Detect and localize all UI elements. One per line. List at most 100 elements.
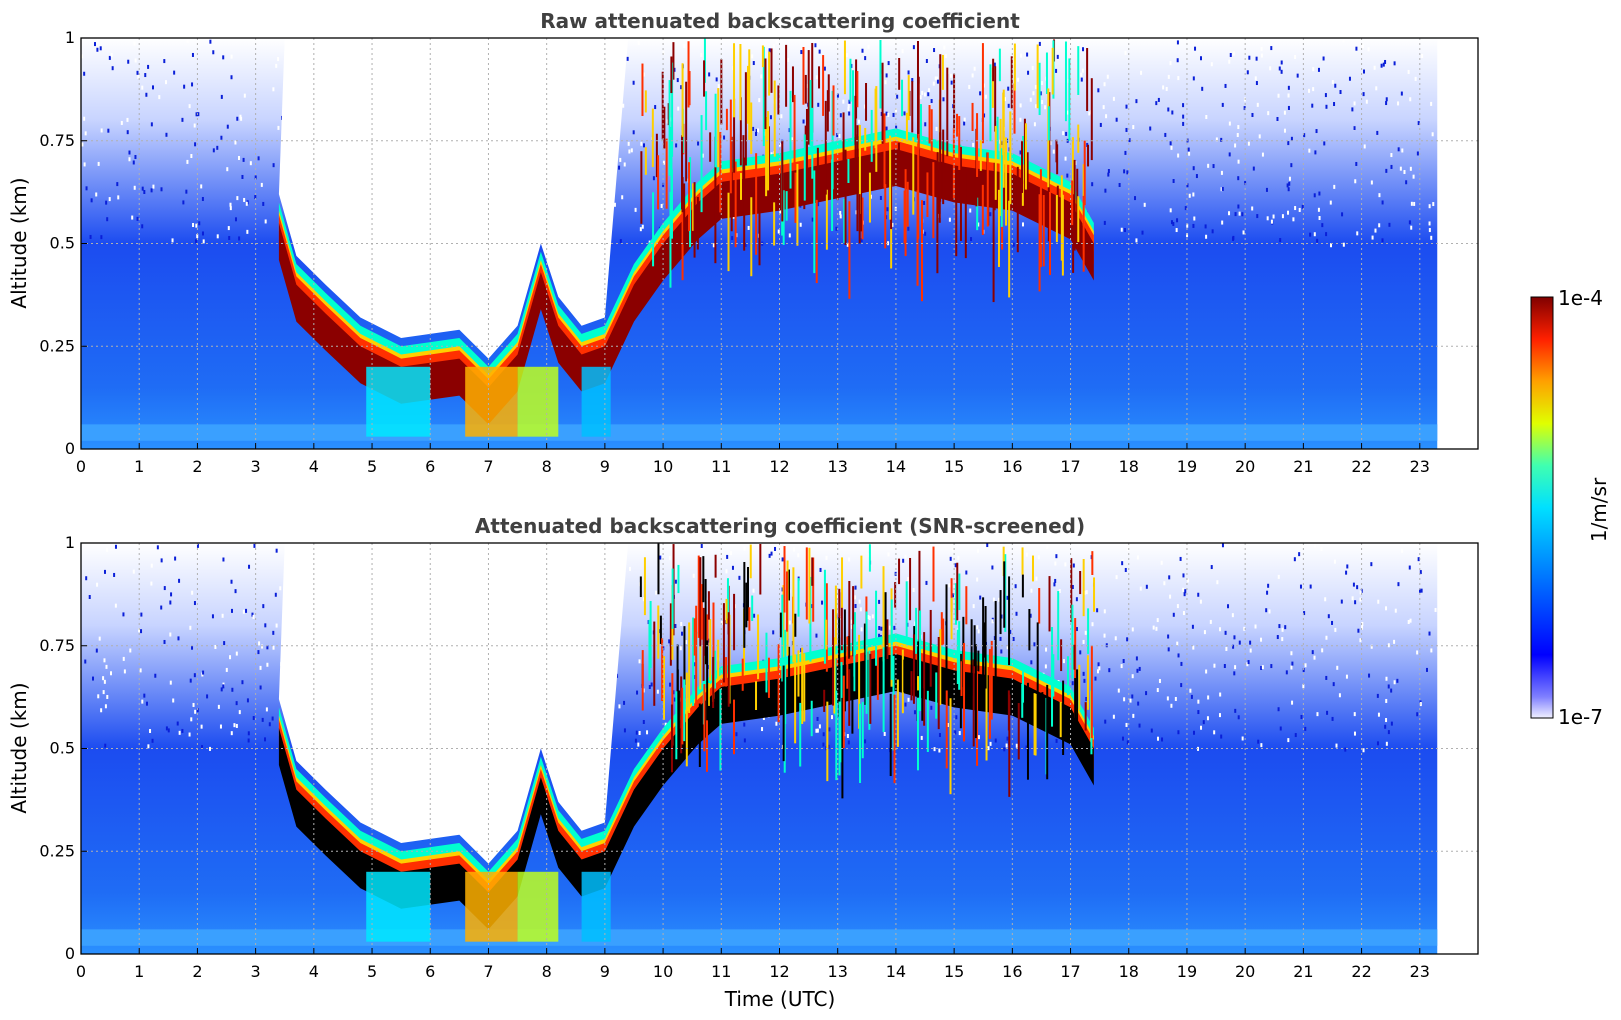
- noise-speckle: [1054, 561, 1057, 566]
- cloud-streak: [1087, 608, 1090, 654]
- noise-speckle: [902, 558, 905, 563]
- noise-speckle: [1420, 588, 1423, 593]
- cloud-streak: [707, 591, 710, 620]
- noise-speckle: [989, 212, 992, 217]
- noise-speckle: [1167, 647, 1170, 652]
- noise-speckle: [815, 75, 818, 80]
- noise-speckle: [225, 667, 228, 672]
- noise-speckle: [1084, 630, 1087, 635]
- noise-speckle: [636, 690, 639, 695]
- cloud-streak: [889, 693, 892, 777]
- noise-speckle: [1396, 678, 1399, 683]
- noise-speckle: [1352, 582, 1355, 587]
- cloud-streak: [677, 690, 680, 736]
- cloud-streak: [926, 690, 929, 752]
- noise-speckle: [923, 200, 926, 205]
- y-tick-label: 1: [65, 533, 75, 552]
- cloud-streak: [717, 88, 720, 168]
- noise-speckle: [846, 242, 849, 247]
- noise-speckle: [1266, 590, 1269, 595]
- noise-speckle: [1065, 131, 1068, 136]
- cloud-streak: [921, 688, 924, 721]
- cloud-streak: [832, 85, 835, 136]
- cloud-streak: [704, 579, 707, 665]
- noise-speckle: [768, 553, 771, 558]
- noise-speckle: [103, 679, 106, 684]
- noise-speckle: [132, 160, 135, 165]
- noise-speckle: [708, 72, 711, 77]
- noise-speckle: [896, 94, 899, 99]
- cloud-streak: [793, 94, 796, 168]
- noise-speckle: [1211, 229, 1214, 234]
- noise-speckle: [1115, 117, 1118, 122]
- noise-speckle: [1192, 645, 1195, 650]
- noise-speckle: [202, 239, 205, 244]
- cloud-streak: [889, 135, 892, 220]
- noise-speckle: [1220, 170, 1223, 175]
- noise-speckle: [847, 740, 850, 745]
- cloud-streak: [782, 665, 785, 762]
- cloud-streak: [868, 544, 871, 572]
- noise-speckle: [1015, 611, 1018, 616]
- noise-speckle: [1320, 546, 1323, 551]
- noise-speckle: [747, 225, 750, 230]
- cloud-streak: [663, 106, 666, 149]
- x-tick-label: 20: [1235, 962, 1255, 981]
- noise-speckle: [1022, 222, 1025, 227]
- noise-speckle: [1231, 613, 1234, 618]
- noise-speckle: [666, 119, 669, 124]
- cloud-streak: [779, 612, 782, 638]
- y-tick-label: 0.75: [39, 131, 75, 150]
- noise-speckle: [839, 113, 842, 118]
- noise-speckle: [642, 597, 645, 602]
- noise-speckle: [1029, 97, 1032, 102]
- noise-speckle: [97, 161, 100, 166]
- cloud-streak: [1021, 140, 1024, 193]
- noise-speckle: [1199, 599, 1202, 604]
- noise-speckle: [1283, 128, 1286, 133]
- noise-speckle: [720, 620, 723, 625]
- noise-speckle: [979, 595, 982, 600]
- noise-speckle: [878, 626, 881, 631]
- noise-speckle: [1286, 183, 1289, 188]
- cloud-streak: [939, 132, 942, 202]
- cloud-streak: [812, 557, 815, 622]
- noise-speckle: [888, 625, 891, 630]
- cloud-streak: [1090, 645, 1093, 739]
- cloud-streak: [905, 581, 908, 637]
- cloud-streak: [849, 58, 852, 102]
- noise-speckle: [847, 107, 850, 112]
- noise-speckle: [1134, 196, 1137, 201]
- cloud-streak: [838, 701, 841, 776]
- noise-speckle: [151, 85, 154, 90]
- cloud-streak: [789, 90, 792, 189]
- noise-speckle: [1417, 557, 1420, 562]
- noise-speckle: [1281, 627, 1284, 632]
- cloud-streak: [648, 619, 651, 681]
- cloud-streak: [1073, 159, 1076, 251]
- noise-speckle: [108, 197, 111, 202]
- noise-speckle: [679, 646, 682, 651]
- noise-speckle: [1414, 76, 1417, 81]
- cloud-streak: [1082, 195, 1085, 272]
- noise-speckle: [1243, 106, 1246, 111]
- noise-speckle: [169, 680, 172, 685]
- noise-speckle: [639, 227, 642, 232]
- noise-speckle: [1397, 101, 1400, 106]
- noise-speckle: [1145, 691, 1148, 696]
- noise-speckle: [149, 728, 152, 733]
- x-tick-label: 18: [1119, 457, 1139, 476]
- noise-speckle: [1373, 65, 1376, 70]
- noise-speckle: [1127, 547, 1130, 552]
- cloud-streak: [824, 100, 827, 195]
- noise-speckle: [1035, 104, 1038, 109]
- noise-speckle: [769, 115, 772, 120]
- cloud-streak: [1071, 137, 1074, 195]
- cloud-streak: [797, 650, 800, 697]
- cloud-streak: [641, 63, 644, 116]
- cloud-streak: [955, 583, 958, 625]
- cloud-streak: [1051, 47, 1054, 95]
- noise-speckle: [260, 182, 263, 187]
- noise-speckle: [1205, 234, 1208, 239]
- noise-speckle: [1161, 737, 1164, 742]
